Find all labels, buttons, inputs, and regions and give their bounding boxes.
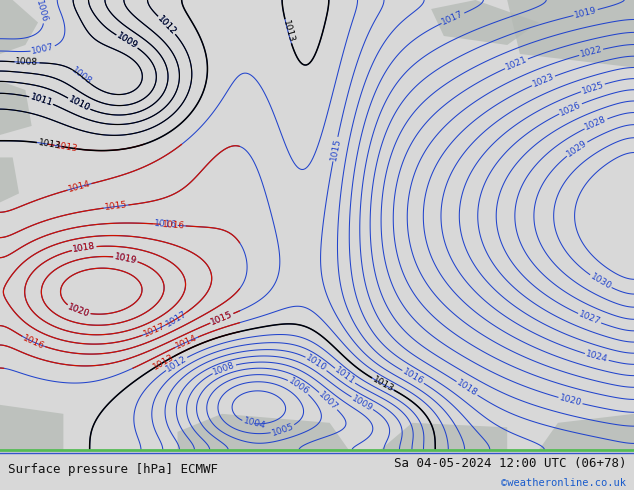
- Text: 1026: 1026: [558, 100, 583, 118]
- Text: 1010: 1010: [67, 95, 91, 113]
- Text: 1014: 1014: [174, 333, 199, 351]
- Text: 1020: 1020: [66, 302, 91, 319]
- Text: 1008: 1008: [70, 66, 93, 87]
- Text: 1018: 1018: [455, 378, 479, 398]
- Text: 1014: 1014: [67, 179, 92, 194]
- Text: 1021: 1021: [504, 55, 529, 72]
- Text: 1018: 1018: [72, 242, 96, 254]
- Text: 1008: 1008: [212, 360, 236, 377]
- Text: 1020: 1020: [66, 302, 91, 319]
- Text: 1008: 1008: [15, 57, 39, 68]
- Text: 1013: 1013: [281, 19, 295, 44]
- Text: 1012: 1012: [156, 14, 178, 36]
- Text: 1015: 1015: [209, 310, 234, 327]
- Text: 1004: 1004: [242, 416, 266, 431]
- Text: 1007: 1007: [317, 390, 340, 412]
- Polygon shape: [380, 423, 507, 450]
- Text: 1007: 1007: [30, 43, 55, 56]
- Text: 1030: 1030: [588, 272, 613, 292]
- Text: 1024: 1024: [585, 350, 609, 365]
- Text: 1019: 1019: [573, 5, 598, 20]
- Text: 1013: 1013: [371, 375, 395, 393]
- Text: 1011: 1011: [333, 366, 357, 387]
- Text: 1009: 1009: [115, 31, 139, 51]
- Text: 1029: 1029: [565, 139, 589, 159]
- Text: 1013: 1013: [37, 138, 61, 151]
- Text: 1006: 1006: [34, 0, 48, 24]
- Text: Surface pressure [hPa] ECMWF: Surface pressure [hPa] ECMWF: [8, 463, 217, 476]
- Text: 1017: 1017: [164, 309, 188, 329]
- Text: 1013: 1013: [55, 141, 79, 153]
- Text: 1022: 1022: [579, 45, 603, 59]
- Polygon shape: [431, 0, 539, 45]
- Text: 1010: 1010: [304, 353, 328, 373]
- Text: 1011: 1011: [29, 92, 54, 108]
- Text: 1023: 1023: [531, 72, 556, 89]
- Text: 1009: 1009: [350, 393, 375, 413]
- Text: 1027: 1027: [577, 310, 602, 327]
- Polygon shape: [0, 0, 38, 54]
- Text: 1017: 1017: [142, 322, 167, 339]
- Text: 1015: 1015: [209, 310, 234, 327]
- Text: 1016: 1016: [21, 333, 46, 351]
- Text: 1013: 1013: [152, 352, 176, 372]
- Text: 1015: 1015: [328, 137, 342, 161]
- Text: 1019: 1019: [113, 252, 138, 265]
- Text: 1015: 1015: [104, 200, 128, 213]
- Text: 1005: 1005: [271, 422, 295, 438]
- Polygon shape: [539, 414, 634, 450]
- Text: 1010: 1010: [67, 95, 91, 113]
- Text: 1011: 1011: [29, 92, 54, 108]
- Text: 1017: 1017: [441, 9, 465, 27]
- Text: 1019: 1019: [113, 252, 138, 265]
- Text: 1006: 1006: [287, 376, 311, 397]
- Text: 1016: 1016: [162, 220, 185, 230]
- Text: 1025: 1025: [581, 80, 605, 96]
- Text: 1016: 1016: [153, 220, 177, 230]
- Text: 1009: 1009: [115, 31, 139, 51]
- Text: 1020: 1020: [559, 393, 583, 408]
- Text: 1012: 1012: [164, 354, 188, 373]
- Text: 1012: 1012: [156, 14, 178, 36]
- Text: ©weatheronline.co.uk: ©weatheronline.co.uk: [501, 478, 626, 488]
- Polygon shape: [0, 157, 19, 202]
- Polygon shape: [178, 414, 349, 450]
- Text: Sa 04-05-2024 12:00 UTC (06+78): Sa 04-05-2024 12:00 UTC (06+78): [394, 457, 626, 470]
- Text: 1028: 1028: [583, 115, 608, 132]
- Polygon shape: [0, 81, 32, 135]
- Text: 1018: 1018: [72, 242, 96, 254]
- Text: 1016: 1016: [401, 367, 425, 387]
- Polygon shape: [507, 0, 634, 68]
- Polygon shape: [0, 405, 63, 450]
